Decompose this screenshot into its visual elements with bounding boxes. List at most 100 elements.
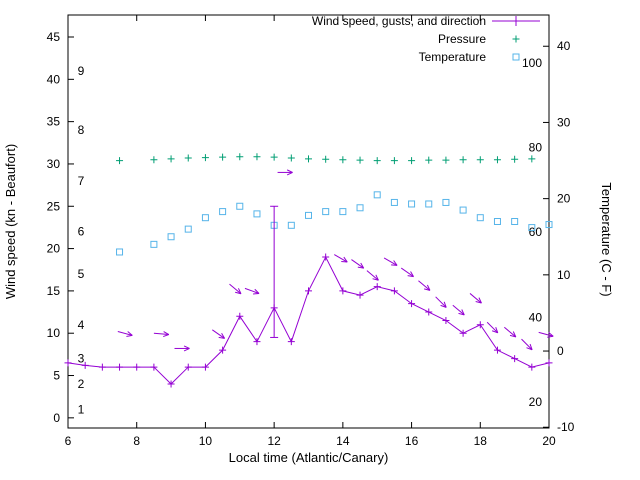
wind-direction-arrow-head: [372, 278, 379, 281]
temperature-point: [408, 200, 416, 208]
temperature-point: [425, 200, 433, 208]
wind-speed-point: [305, 287, 312, 295]
wind-speed-point: [442, 317, 450, 325]
wind-speed-point: [356, 291, 364, 299]
wind-direction-arrow-head: [163, 334, 170, 338]
wind-direction-arrow-head: [286, 169, 293, 173]
pressure-point: [253, 153, 261, 161]
wind-direction-arrow-head: [253, 292, 260, 295]
temperature-point: [459, 206, 467, 214]
legend-sample-marker: [512, 53, 520, 61]
wind-direction-arrow-head: [461, 309, 465, 316]
temperature-point: [493, 218, 501, 225]
wind-direction-arrow-head: [475, 301, 482, 304]
x-axis-label: Local time (Atlantic/Canary): [229, 450, 389, 465]
wind-speed-point: [219, 346, 227, 354]
wind-speed-point: [133, 363, 141, 371]
wind-speed-point: [322, 253, 330, 261]
wind-direction-arrow: [229, 283, 242, 295]
wind-speed-point: [373, 283, 381, 291]
wind-speed-point: [150, 363, 158, 371]
temperature-point: [339, 208, 347, 216]
y-right-tick-label: -10: [557, 420, 575, 434]
pressure-point: [219, 153, 227, 161]
y-left-tick-label: 5: [53, 369, 60, 383]
temperature-point: [116, 248, 124, 256]
y-right-tick-label: 30: [557, 115, 571, 129]
pressure-point: [236, 153, 244, 161]
wind-speed-point: [201, 363, 209, 371]
fahrenheit-label: 100: [522, 56, 542, 70]
wind-direction-arrow: [212, 329, 225, 339]
wind-direction-arrow-head: [357, 266, 364, 269]
pressure-point: [476, 156, 484, 164]
temperature-point: [167, 233, 175, 241]
wind-speed-point: [64, 359, 72, 367]
beaufort-label: 7: [78, 174, 85, 188]
wind-direction-arrow-head: [237, 288, 242, 294]
wind-speed-point: [184, 363, 192, 371]
wind-speed-point: [511, 355, 519, 363]
temperature-point: [476, 214, 484, 222]
wind-direction-arrow: [244, 287, 260, 294]
wind-direction-arrow-head: [526, 347, 533, 351]
legend-label: Temperature: [419, 50, 487, 64]
wind-speed-point: [98, 363, 106, 371]
pressure-point: [339, 156, 347, 164]
wind-speed-point: [253, 338, 261, 346]
wind-direction-arrow-head: [393, 260, 398, 266]
wind-direction-arrow-head: [218, 336, 225, 339]
wind-direction-arrow-head: [478, 297, 482, 304]
y-left-tick-label: 40: [47, 72, 61, 86]
legend-label: Wind speed, gusts, and direction: [312, 14, 486, 28]
wind-speed-point: [287, 338, 295, 346]
wind-direction-arrow-head: [548, 332, 554, 337]
wind-direction-arrow-head: [391, 264, 398, 266]
wind-direction-arrow: [400, 267, 414, 278]
temperature-point: [305, 211, 312, 219]
y-left-tick-label: 45: [47, 30, 61, 44]
y-axis-label-right: Temperature (C - F): [599, 182, 614, 296]
wind-direction-arrow-head: [529, 343, 533, 350]
y-right-tick-label: 10: [557, 268, 571, 282]
wind-direction-arrow-head: [183, 345, 190, 349]
pressure-point: [373, 157, 381, 165]
x-tick-label: 6: [65, 434, 72, 448]
wind-direction-arrow-head: [424, 288, 431, 291]
fahrenheit-label: 80: [529, 141, 543, 155]
wind-direction-arrow-head: [163, 331, 170, 335]
temperature-point: [236, 202, 244, 210]
wind-speed-point: [339, 287, 347, 295]
y-left-tick-label: 15: [47, 284, 61, 298]
x-tick-label: 14: [336, 434, 350, 448]
wind-direction-arrow-head: [509, 334, 516, 338]
pressure-point: [287, 154, 295, 162]
wind-direction-arrow-head: [375, 274, 379, 281]
wind-direction-arrow: [435, 296, 447, 308]
wind-direction-arrow: [469, 293, 482, 304]
wind-direction-arrow: [153, 332, 169, 336]
wind-direction-arrow-head: [360, 262, 365, 269]
wind-direction-arrow-head: [286, 171, 293, 176]
wind-direction-arrow-head: [183, 347, 190, 352]
wind-direction-arrow-head: [458, 312, 465, 316]
beaufort-label: 4: [78, 318, 85, 332]
wind-speed-point: [425, 308, 433, 316]
x-tick-label: 10: [199, 434, 213, 448]
pressure-point: [356, 156, 364, 164]
wind-speed-point: [408, 300, 416, 308]
wind-speed-point: [528, 363, 536, 371]
wind-direction-arrow-head: [440, 304, 447, 308]
temperature-point: [528, 224, 536, 232]
y-left-tick-label: 35: [47, 115, 61, 129]
pressure-point: [305, 155, 312, 163]
wind-direction-arrow: [418, 280, 431, 291]
x-tick-label: 20: [542, 434, 556, 448]
wind-speed-point: [167, 380, 175, 388]
wind-speed-point: [390, 287, 398, 295]
y-left-tick-label: 0: [53, 411, 60, 425]
wind-speed-point: [493, 346, 501, 354]
fahrenheit-label: 20: [529, 395, 543, 409]
y-left-tick-label: 30: [47, 157, 61, 171]
